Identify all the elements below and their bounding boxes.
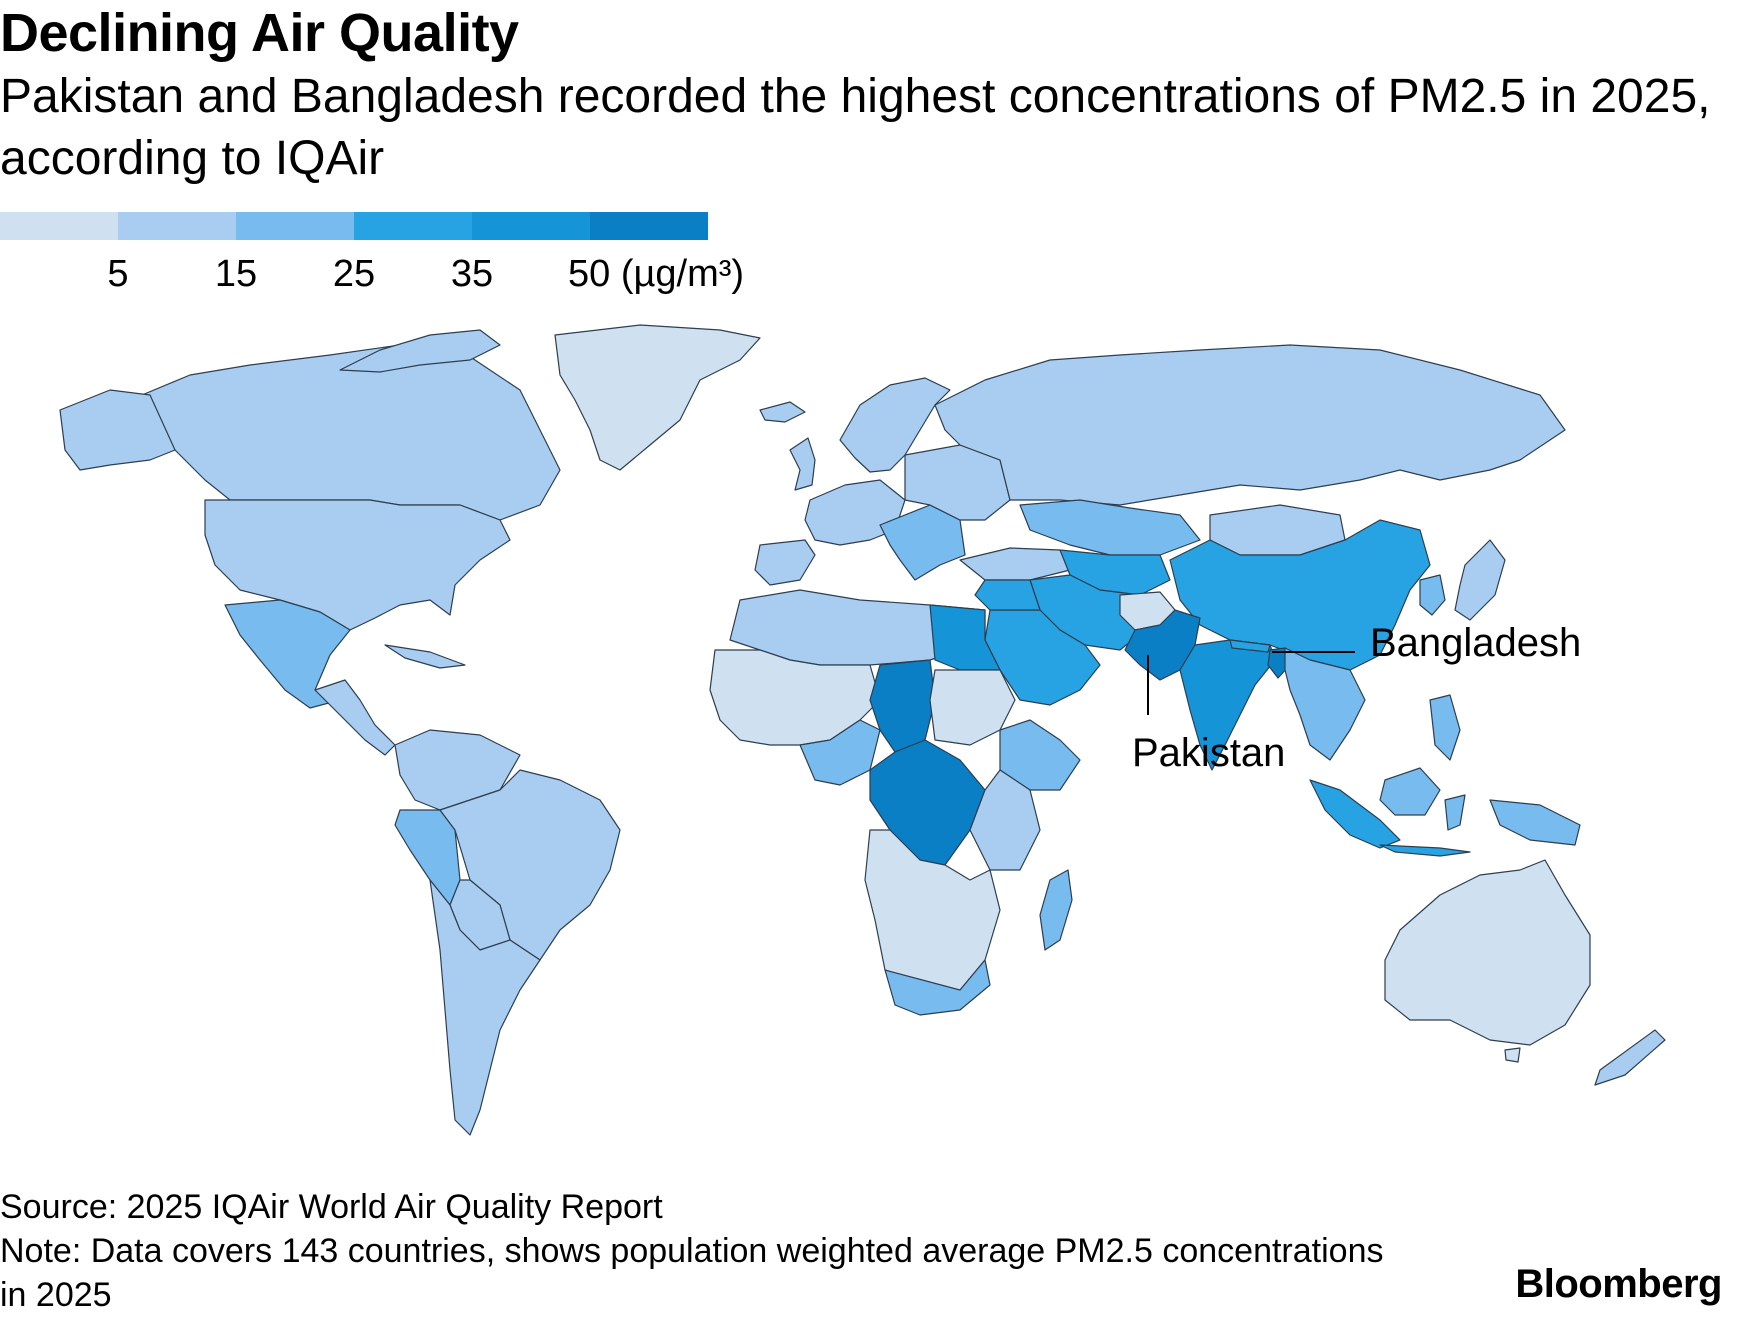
borneo — [1379, 767, 1441, 816]
legend-tick-35: 35 — [450, 253, 494, 295]
kazakhstan — [1019, 499, 1201, 556]
madagascar — [1039, 869, 1073, 951]
philippines — [1429, 694, 1461, 761]
sudan — [929, 669, 1016, 746]
legend-swatch-3 — [236, 212, 354, 240]
australia — [1384, 859, 1591, 1046]
cuba — [384, 644, 466, 669]
arctic-islands — [339, 329, 501, 373]
new-zealand — [1594, 1029, 1666, 1086]
south-africa — [884, 959, 991, 1016]
java — [1379, 844, 1471, 857]
alaska — [59, 389, 176, 471]
greenland — [554, 324, 761, 471]
iceland — [759, 401, 806, 423]
world-map — [59, 324, 1666, 1136]
footer-notes: Source: 2025 IQAir World Air Quality Rep… — [0, 1185, 1400, 1317]
scandinavia — [839, 377, 951, 473]
legend-swatch-6 — [590, 212, 708, 240]
iberia — [754, 539, 816, 586]
korea — [1419, 574, 1446, 616]
united-states — [204, 499, 511, 631]
source-note: Source: 2025 IQAir World Air Quality Rep… — [0, 1188, 663, 1226]
argentina-chile — [429, 879, 541, 1136]
chart-subtitle: Pakistan and Bangladesh recorded the hig… — [0, 70, 1711, 185]
east-africa — [969, 769, 1041, 871]
nepal — [1229, 639, 1271, 653]
nigeria — [799, 719, 881, 786]
southeast-asia — [1284, 647, 1366, 761]
legend-tick-15: 15 — [214, 253, 258, 295]
legend-swatch-5 — [472, 212, 590, 240]
turkey — [959, 547, 1071, 581]
united-kingdom — [789, 437, 816, 491]
legend-tick-50: 50 (µg/m³) — [568, 253, 745, 295]
legend-swatch-4 — [354, 212, 472, 240]
legend-color-bar — [0, 212, 708, 240]
legend-swatch-1 — [0, 212, 118, 240]
china — [1169, 519, 1431, 671]
bangladesh-label: Bangladesh — [1370, 621, 1582, 665]
sulawesi — [1444, 794, 1466, 831]
central-america — [314, 679, 396, 756]
bloomberg-logo: Bloomberg — [1515, 1262, 1722, 1306]
chart-title: Declining Air Quality — [0, 3, 519, 63]
tasmania — [1504, 1047, 1521, 1063]
iraq — [974, 579, 1041, 611]
new-guinea — [1489, 799, 1581, 846]
color-legend: 5 15 25 35 50 (µg/m³) — [0, 212, 800, 302]
pakistan-label: Pakistan — [1132, 731, 1286, 775]
russia — [934, 344, 1566, 506]
western-europe — [804, 479, 906, 546]
japan — [1454, 539, 1506, 621]
data-note: Note: Data covers 143 countries, shows p… — [0, 1232, 1384, 1314]
chad — [869, 659, 936, 753]
india — [1179, 639, 1276, 771]
legend-tick-5: 5 — [107, 253, 129, 295]
legend-tick-25: 25 — [332, 253, 376, 295]
canada — [129, 344, 561, 521]
legend-swatch-2 — [118, 212, 236, 240]
indonesia-west — [1309, 779, 1401, 849]
